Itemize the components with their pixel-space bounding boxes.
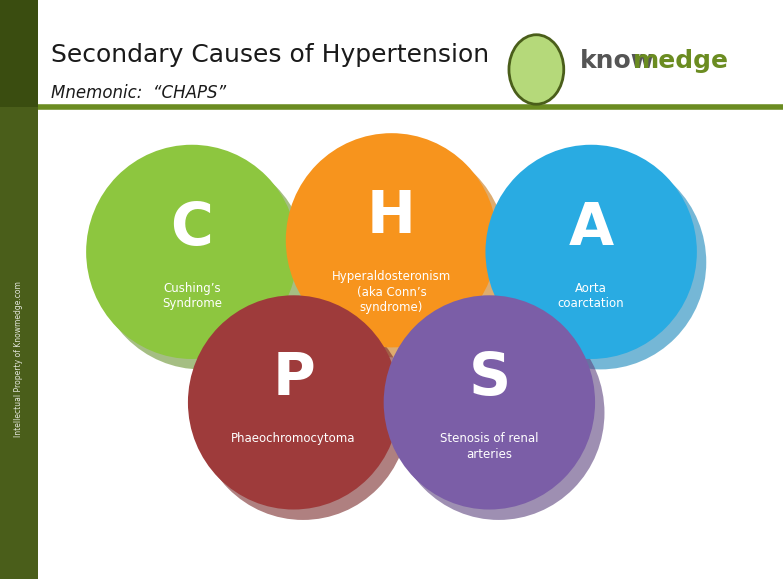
Text: H: H — [367, 188, 416, 245]
Ellipse shape — [495, 155, 706, 369]
Text: S: S — [468, 350, 511, 408]
Ellipse shape — [86, 145, 298, 359]
Text: Stenosis of renal
arteries: Stenosis of renal arteries — [440, 433, 539, 461]
Bar — [0, 0, 38, 579]
Text: medge: medge — [633, 49, 729, 73]
Text: Secondary Causes of Hypertension: Secondary Causes of Hypertension — [51, 43, 489, 67]
Bar — [0, 0, 38, 107]
Ellipse shape — [485, 145, 697, 359]
Ellipse shape — [197, 306, 409, 520]
Ellipse shape — [96, 155, 307, 369]
Ellipse shape — [509, 35, 564, 104]
Text: Aorta
coarctation: Aorta coarctation — [557, 282, 625, 310]
Ellipse shape — [188, 295, 399, 510]
Ellipse shape — [384, 295, 595, 510]
Text: Hyperaldosteronism
(aka Conn’s
syndrome): Hyperaldosteronism (aka Conn’s syndrome) — [332, 270, 451, 314]
Ellipse shape — [393, 306, 604, 520]
Text: C: C — [171, 200, 213, 257]
Text: P: P — [272, 350, 315, 408]
Ellipse shape — [286, 133, 497, 347]
Text: Phaeochromocytoma: Phaeochromocytoma — [231, 433, 356, 445]
Text: know: know — [579, 49, 655, 73]
Text: Intellectual Property of Knowmedge.com: Intellectual Property of Knowmedge.com — [14, 281, 23, 437]
Text: Cushing’s
Syndrome: Cushing’s Syndrome — [162, 282, 222, 310]
Ellipse shape — [295, 144, 507, 358]
Text: Mnemonic:  “CHAPS”: Mnemonic: “CHAPS” — [51, 84, 226, 102]
Text: A: A — [568, 200, 614, 257]
